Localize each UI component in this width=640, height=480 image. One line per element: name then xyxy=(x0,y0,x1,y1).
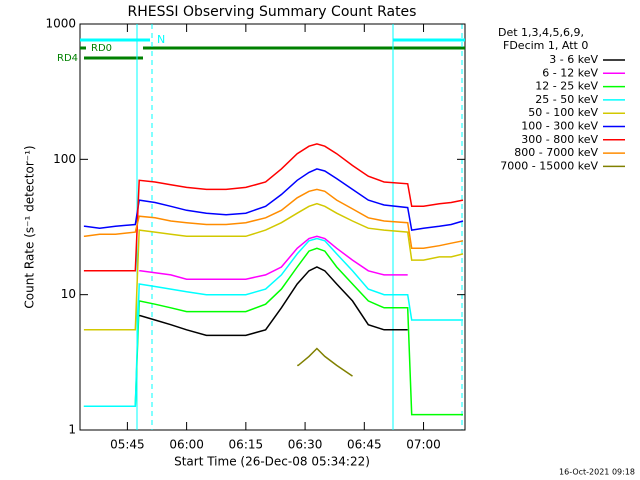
annotation: RD4 xyxy=(57,53,78,64)
x-tick-label: 07:00 xyxy=(406,438,441,452)
chart-title: RHESSI Observing Summary Count Rates xyxy=(128,4,417,20)
plot-frame xyxy=(79,23,466,431)
series-line xyxy=(83,237,463,407)
y-axis-label: Count Rate (s⁻¹ detector⁻¹) xyxy=(23,145,37,308)
flag-bars xyxy=(80,24,465,430)
footer: 16-Oct-2021 09:18 xyxy=(559,468,635,477)
legend-label: 6 - 12 keV xyxy=(542,66,598,79)
legend-label: 25 - 50 keV xyxy=(535,93,598,106)
annotation: N xyxy=(157,33,165,46)
series-line xyxy=(139,235,408,280)
legend-label: 300 - 800 keV xyxy=(521,133,598,146)
legend-label: 50 - 100 keV xyxy=(528,106,598,119)
series-line xyxy=(83,188,464,250)
x-tick-label: 05:45 xyxy=(110,438,145,452)
series-line xyxy=(83,168,464,231)
x-tick-label: 06:45 xyxy=(347,438,382,452)
y-tick-label: 1000 xyxy=(45,17,76,31)
legend-header: FDecim 1, Att 0 xyxy=(503,39,588,52)
legend-header: Det 1,3,4,5,6,9, xyxy=(498,26,584,39)
y-tick-label: 10 xyxy=(61,287,76,301)
x-tick-label: 06:15 xyxy=(229,438,264,452)
series-line xyxy=(297,347,353,377)
legend-label: 3 - 6 keV xyxy=(549,53,598,66)
legend-label: 100 - 300 keV xyxy=(521,120,598,133)
x-tick-label: 06:00 xyxy=(169,438,204,452)
x-tick-label: 06:30 xyxy=(288,438,323,452)
annotation: RD0 xyxy=(91,43,112,54)
series-line xyxy=(139,266,408,337)
y-tick-label: 100 xyxy=(53,152,76,166)
series-line xyxy=(83,202,464,331)
x-axis-label: Start Time (26-Dec-08 05:34:22) xyxy=(174,455,370,469)
y-tick-label: 1 xyxy=(68,423,76,437)
legend-label: 12 - 25 keV xyxy=(535,80,598,93)
legend-label: 7000 - 15000 keV xyxy=(500,159,598,172)
series-line xyxy=(83,247,463,416)
legend-label: 800 - 7000 keV xyxy=(514,146,598,159)
